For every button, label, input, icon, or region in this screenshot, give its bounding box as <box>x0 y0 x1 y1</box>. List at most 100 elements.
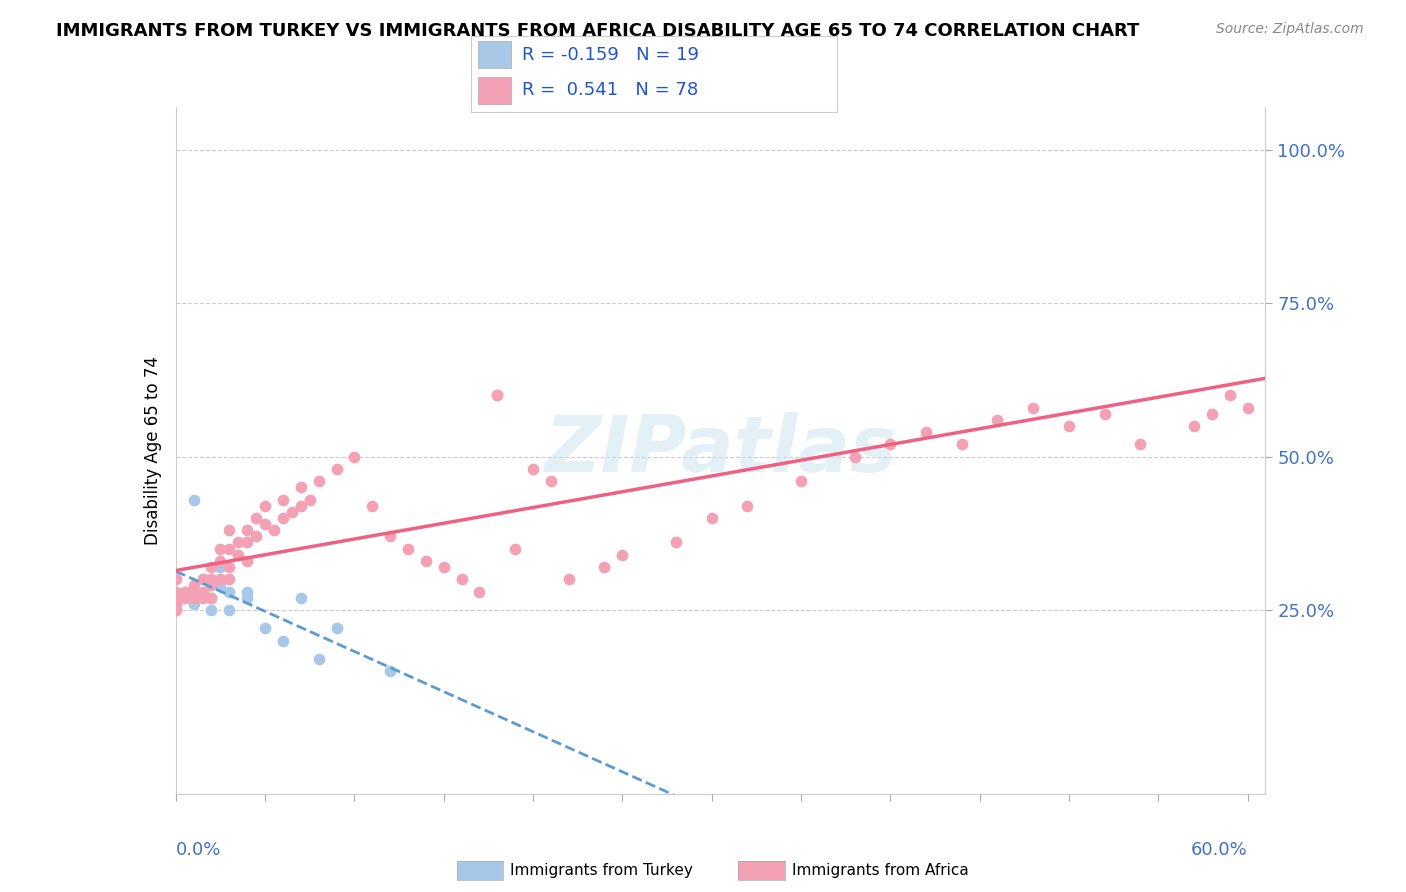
Point <box>218 523 240 537</box>
Point <box>183 584 205 599</box>
Point <box>1182 418 1205 433</box>
Point <box>290 499 312 513</box>
Point <box>183 591 205 605</box>
Point <box>915 425 938 439</box>
Point <box>173 591 195 605</box>
Point <box>218 541 240 556</box>
Point <box>183 597 205 611</box>
Point <box>790 474 813 488</box>
Point <box>200 578 222 592</box>
Point <box>737 499 759 513</box>
Point <box>271 492 294 507</box>
Point <box>558 572 581 586</box>
Point <box>396 541 419 556</box>
Point <box>254 516 277 531</box>
Point <box>218 584 240 599</box>
Point <box>378 529 401 543</box>
Point <box>1022 401 1045 415</box>
Point <box>593 560 616 574</box>
Point <box>200 572 222 586</box>
Point <box>1236 401 1258 415</box>
Point <box>254 621 277 635</box>
Point <box>165 603 187 617</box>
Point <box>271 633 294 648</box>
Text: R =  0.541   N = 78: R = 0.541 N = 78 <box>522 81 699 99</box>
Point <box>486 388 509 402</box>
Point <box>433 560 456 574</box>
Point <box>209 560 232 574</box>
Point <box>226 535 249 549</box>
Point <box>218 572 240 586</box>
Point <box>173 584 195 599</box>
Point <box>486 388 509 402</box>
Point <box>245 529 267 543</box>
Text: R = -0.159   N = 19: R = -0.159 N = 19 <box>522 45 699 63</box>
Point <box>1201 407 1223 421</box>
Point <box>361 499 384 513</box>
Point <box>209 572 232 586</box>
Point <box>236 523 259 537</box>
Point <box>200 591 222 605</box>
Point <box>1289 358 1312 372</box>
Point <box>378 664 401 679</box>
Point <box>308 652 330 666</box>
Text: IMMIGRANTS FROM TURKEY VS IMMIGRANTS FROM AFRICA DISABILITY AGE 65 TO 74 CORRELA: IMMIGRANTS FROM TURKEY VS IMMIGRANTS FRO… <box>56 22 1140 40</box>
Point <box>540 474 562 488</box>
Point <box>271 511 294 525</box>
Point <box>209 541 232 556</box>
Point <box>200 591 222 605</box>
Point <box>165 597 187 611</box>
Point <box>1094 407 1116 421</box>
Point <box>165 591 187 605</box>
Point <box>236 584 259 599</box>
Point <box>200 560 222 574</box>
Y-axis label: Disability Age 65 to 74: Disability Age 65 to 74 <box>143 356 162 545</box>
Point <box>173 584 195 599</box>
Point <box>298 492 321 507</box>
Point <box>191 584 214 599</box>
Point <box>200 603 222 617</box>
Point <box>165 572 187 586</box>
Point <box>1129 437 1152 451</box>
Point <box>218 603 240 617</box>
Point <box>165 591 187 605</box>
Point <box>325 621 347 635</box>
Point <box>308 474 330 488</box>
Point <box>450 572 472 586</box>
Point <box>183 492 205 507</box>
Point <box>1219 388 1241 402</box>
FancyBboxPatch shape <box>478 41 512 69</box>
Point <box>236 535 259 549</box>
Point <box>1272 364 1295 378</box>
Point <box>254 499 277 513</box>
Point <box>290 591 312 605</box>
Point <box>209 578 232 592</box>
Text: 60.0%: 60.0% <box>1191 840 1247 859</box>
Point <box>236 591 259 605</box>
Text: Immigrants from Turkey: Immigrants from Turkey <box>510 863 693 878</box>
Point <box>700 511 723 525</box>
Point <box>226 548 249 562</box>
Point <box>950 437 973 451</box>
Point <box>263 523 285 537</box>
Point <box>245 511 267 525</box>
Point <box>165 584 187 599</box>
Text: Source: ZipAtlas.com: Source: ZipAtlas.com <box>1216 22 1364 37</box>
Point <box>290 480 312 494</box>
Point <box>183 578 205 592</box>
Point <box>191 591 214 605</box>
Point <box>415 554 437 568</box>
Point <box>325 462 347 476</box>
Point <box>844 450 866 464</box>
Point <box>522 462 544 476</box>
Point <box>612 548 634 562</box>
Point <box>986 413 1008 427</box>
Point <box>879 437 901 451</box>
Point <box>343 450 366 464</box>
Point <box>191 572 214 586</box>
Point <box>665 535 688 549</box>
FancyBboxPatch shape <box>478 77 512 104</box>
Point <box>468 584 491 599</box>
Text: ZIPatlas: ZIPatlas <box>544 412 897 489</box>
Text: 0.0%: 0.0% <box>176 840 221 859</box>
